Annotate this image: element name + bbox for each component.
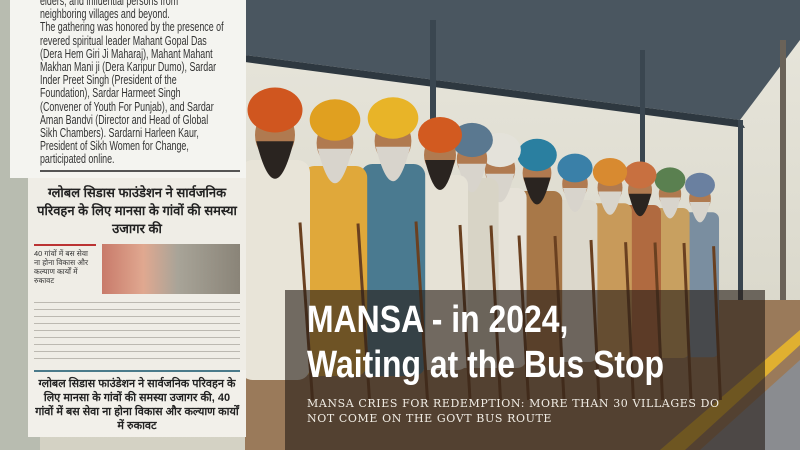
- beard: [317, 148, 353, 184]
- hindi-headline-2: ग्लोबल सिडास फाउंडेशन ने सार्वजनिक परिवह…: [34, 370, 240, 433]
- headline-overlay: MANSA - in 2024, Waiting at the Bus Stop…: [285, 290, 765, 450]
- turban: [592, 157, 628, 187]
- bus-shelter-roof-edge: [245, 55, 745, 128]
- utility-pole: [780, 40, 786, 340]
- beard: [659, 197, 681, 219]
- hindi-lead-row: 40 गांवों में बस सेवा ना होना विकास और क…: [34, 244, 240, 294]
- hindi-subhead: 40 गांवों में बस सेवा ना होना विकास और क…: [34, 244, 96, 294]
- shelter-post: [738, 120, 743, 320]
- newspaper-clipping-hindi-2: ग्लोबल सिडास फाउंडेशन ने सार्वजनिक परिवह…: [28, 370, 246, 437]
- subheadline: MANSA CRIES FOR REDEMPTION: MORE THAN 30…: [307, 397, 720, 425]
- hindi-headline: ग्लोबल सिडास फाउंडेशन ने सार्वजनिक परिवह…: [37, 185, 237, 236]
- hindi-body-text: [34, 302, 240, 362]
- beard: [425, 160, 455, 190]
- beard: [563, 188, 587, 212]
- event-photo: [102, 244, 240, 294]
- turban: [654, 167, 686, 193]
- turban: [557, 153, 593, 183]
- beard: [598, 191, 622, 215]
- beard: [375, 146, 411, 182]
- headline-line-2: Waiting at the Bus Stop: [307, 344, 665, 386]
- turban: [623, 161, 657, 189]
- beard: [689, 202, 711, 223]
- beard: [523, 177, 551, 205]
- beard: [256, 141, 294, 179]
- bus-shelter-roof: [245, 0, 800, 120]
- turban: [247, 87, 303, 133]
- newspaper-clipping-english: elders, and influential persons from nei…: [10, 0, 246, 178]
- turban: [685, 172, 715, 198]
- turban: [517, 138, 557, 172]
- headline: MANSA - in 2024, Waiting at the Bus Stop: [307, 298, 677, 388]
- newspaper-clippings: elders, and influential persons from nei…: [10, 0, 246, 437]
- clipping-text: elders, and influential persons from nei…: [40, 0, 224, 167]
- turban: [418, 117, 462, 153]
- beard: [628, 193, 652, 217]
- newspaper-clipping-hindi: ग्लोबल सिडास फाउंडेशन ने सार्वजनिक परिवह…: [28, 178, 246, 370]
- turban: [309, 99, 361, 141]
- clipping-cut-title: [40, 170, 240, 178]
- headline-line-1: MANSA - in 2024,: [307, 299, 569, 341]
- turban: [367, 97, 419, 139]
